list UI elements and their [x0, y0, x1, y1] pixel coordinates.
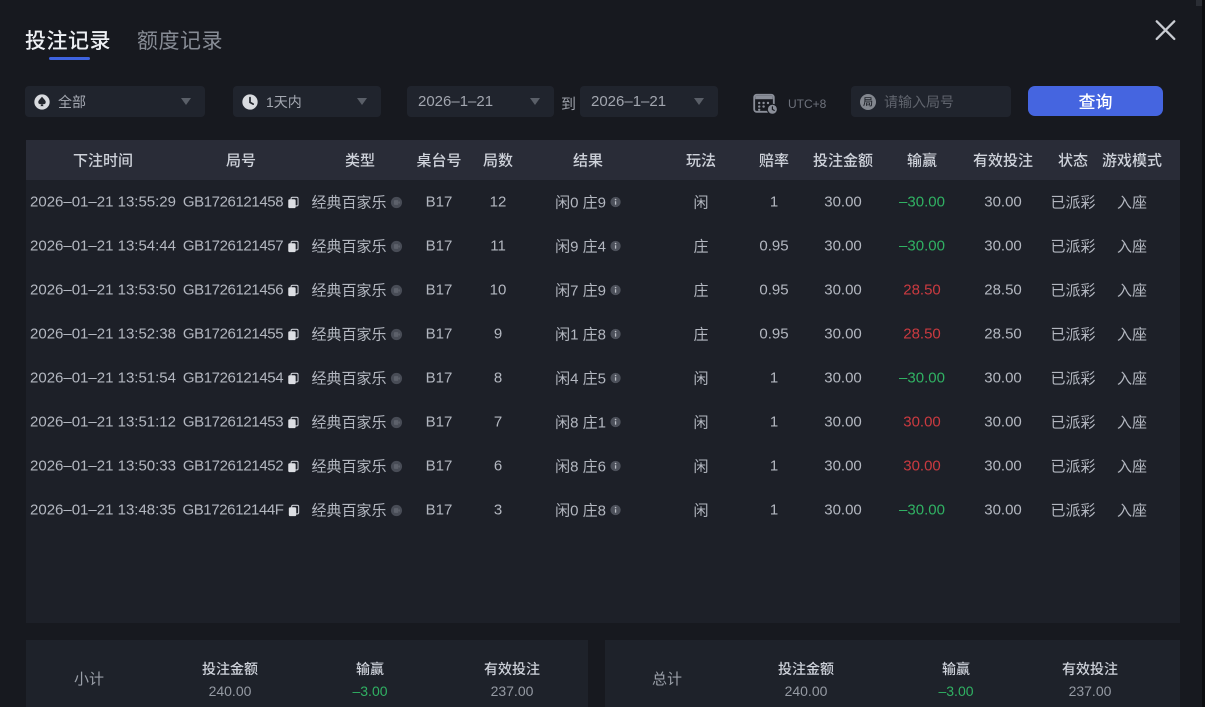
svg-text:局: 局	[863, 94, 873, 109]
